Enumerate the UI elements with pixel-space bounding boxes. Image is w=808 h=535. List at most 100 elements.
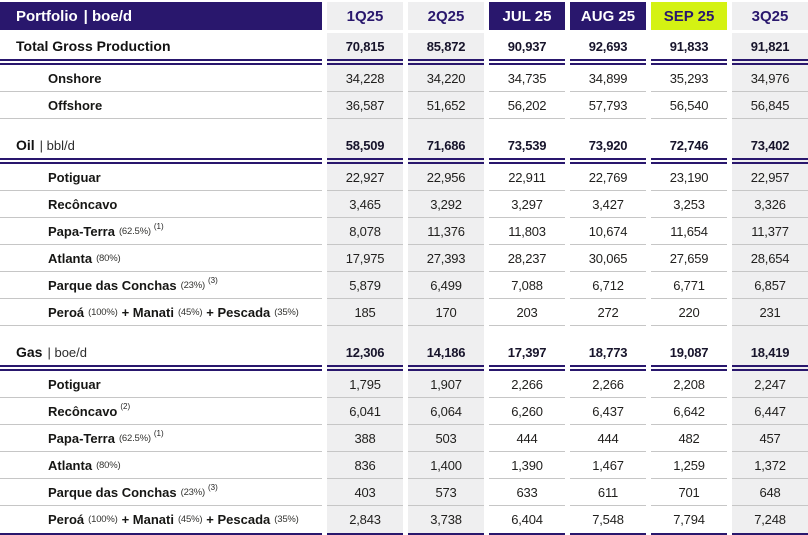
row-label: Recôncavo (2) — [0, 398, 322, 425]
value-cell: 73,539 — [507, 137, 547, 153]
value-cell: 28,237 — [489, 245, 565, 272]
working-interest: (45%) — [177, 306, 203, 318]
table-row: Potiguar 22,927 22,956 22,911 22,769 23,… — [0, 164, 808, 191]
section-divider — [0, 158, 808, 164]
section-total-row: Total Gross Production 70,815 85,872 90,… — [0, 33, 808, 59]
value-cell: 3,292 — [408, 191, 484, 218]
value-cell: 6,447 — [732, 398, 808, 425]
value-cell: 30,065 — [570, 245, 646, 272]
table-row: Parque das Conchas (23%) (3) 403 573 633… — [0, 479, 808, 506]
value-cell: 6,064 — [408, 398, 484, 425]
row-label: Recôncavo — [0, 191, 322, 218]
row-label: Peroá (100%) + Manati (45%) + Pescada (3… — [0, 506, 322, 533]
row-label: Gas | boe/d — [0, 339, 322, 365]
footnote-ref: (3) — [207, 276, 218, 285]
value-cell: 22,769 — [570, 164, 646, 191]
value-cell: 34,735 — [489, 65, 565, 92]
working-interest: (100%) — [88, 514, 118, 525]
row-label: Oil | bbl/d — [0, 132, 322, 158]
row-label: Offshore — [0, 92, 322, 119]
working-interest: (100%) — [88, 306, 118, 318]
table-title-text: Portfolio — [16, 7, 78, 25]
value-cell: 2,247 — [732, 371, 808, 398]
value-cell: 6,771 — [651, 272, 727, 299]
value-cell: 8,078 — [327, 218, 403, 245]
value-cell: 90,937 — [507, 38, 547, 54]
value-cell: 6,260 — [489, 398, 565, 425]
working-interest: (35%) — [274, 306, 299, 318]
value-cell: 6,499 — [408, 272, 484, 299]
value-cell: 6,642 — [651, 398, 727, 425]
working-interest: (80%) — [96, 459, 121, 471]
value-cell: 70,815 — [345, 38, 385, 54]
working-interest: (62.5%) — [118, 225, 151, 237]
value-cell: 27,659 — [651, 245, 727, 272]
column-band-3q25 — [732, 33, 808, 533]
value-cell: 2,266 — [570, 371, 646, 398]
value-cell: 503 — [408, 425, 484, 452]
value-cell: 220 — [651, 299, 727, 326]
table-row: Recôncavo (2) 6,041 6,064 6,260 6,437 6,… — [0, 398, 808, 425]
field-name: + Pescada — [206, 512, 271, 527]
value-cell: 57,793 — [570, 92, 646, 119]
table-title: Portfolio | boe/d — [0, 2, 322, 30]
value-cell: 231 — [732, 299, 808, 326]
row-label: Papa-Terra (62.5%) (1) — [0, 425, 322, 452]
working-interest: (35%) — [274, 514, 299, 525]
value-cell: 701 — [651, 479, 727, 506]
value-cell: 1,795 — [327, 371, 403, 398]
field-name: Potiguar — [48, 376, 101, 392]
section-gap — [0, 326, 808, 339]
footnote-ref: (3) — [207, 483, 218, 492]
value-cell: 6,437 — [570, 398, 646, 425]
row-label: Papa-Terra (62.5%) (1) — [0, 218, 322, 245]
value-cell: 17,397 — [507, 344, 547, 360]
value-cell: 403 — [327, 479, 403, 506]
value-cell: 56,202 — [489, 92, 565, 119]
value-cell: 185 — [327, 299, 403, 326]
working-interest: (80%) — [96, 252, 121, 264]
value-cell: 10,674 — [570, 218, 646, 245]
section-unit: | bbl/d — [39, 137, 75, 153]
table-row: Potiguar 1,795 1,907 2,266 2,266 2,208 2… — [0, 371, 808, 398]
table-row: Parque das Conchas (23%) (3) 5,879 6,499… — [0, 272, 808, 299]
value-cell: 56,845 — [732, 92, 808, 119]
value-cell: 27,393 — [408, 245, 484, 272]
section-gap — [0, 119, 808, 132]
table-row: Atlanta (80%) 836 1,400 1,390 1,467 1,25… — [0, 452, 808, 479]
value-cell: 1,907 — [408, 371, 484, 398]
table-row: Papa-Terra (62.5%) (1) 388 503 444 444 4… — [0, 425, 808, 452]
value-cell: 1,390 — [489, 452, 565, 479]
value-cell: 611 — [570, 479, 646, 506]
value-cell: 22,911 — [489, 164, 565, 191]
value-cell: 36,587 — [327, 92, 403, 119]
value-cell: 73,402 — [750, 137, 790, 153]
field-name: Recôncavo — [48, 196, 118, 212]
value-cell: 3,465 — [327, 191, 403, 218]
value-cell: 58,509 — [345, 137, 385, 153]
field-name: Potiguar — [48, 169, 101, 185]
value-cell: 23,190 — [651, 164, 727, 191]
value-cell: 12,306 — [345, 344, 385, 360]
table-row: Peroá (100%) + Manati (45%) + Pescada (3… — [0, 506, 808, 533]
field-name: Offshore — [48, 97, 103, 113]
value-cell: 170 — [408, 299, 484, 326]
value-cell: 19,087 — [669, 344, 709, 360]
table-row: Recôncavo 3,465 3,292 3,297 3,427 3,253 … — [0, 191, 808, 218]
value-cell: 836 — [327, 452, 403, 479]
value-cell: 71,686 — [426, 137, 466, 153]
value-cell: 1,467 — [570, 452, 646, 479]
field-name: Atlanta — [48, 250, 93, 266]
section-total-row: Oil | bbl/d 58,509 71,686 73,539 73,920 … — [0, 132, 808, 158]
column-header-sep25-highlighted: SEP 25 — [651, 2, 727, 30]
value-cell: 56,540 — [651, 92, 727, 119]
table-row: Atlanta (80%) 17,975 27,393 28,237 30,06… — [0, 245, 808, 272]
field-name: Atlanta — [48, 457, 93, 473]
value-cell: 2,208 — [651, 371, 727, 398]
value-cell: 11,654 — [651, 218, 727, 245]
value-cell: 92,693 — [588, 38, 628, 54]
value-cell: 7,794 — [673, 512, 705, 527]
value-cell: 22,957 — [732, 164, 808, 191]
field-name: Papa-Terra — [48, 430, 115, 446]
column-band-1q25 — [327, 33, 403, 533]
